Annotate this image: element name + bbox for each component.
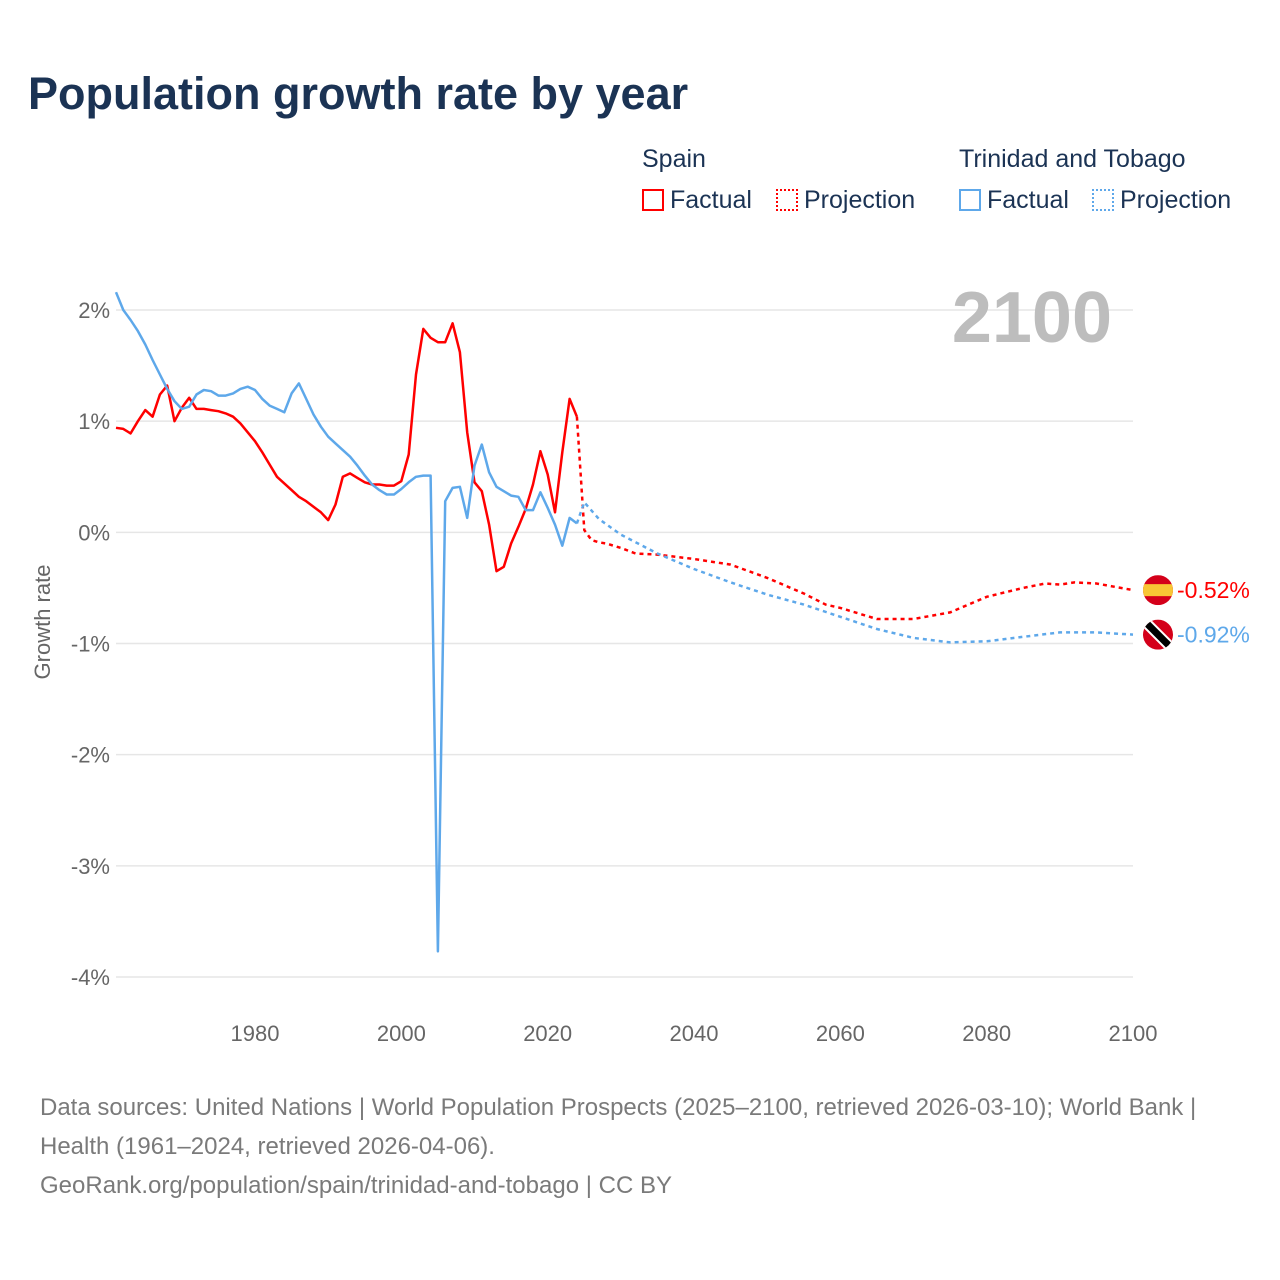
data-sources: Data sources: United Nations | World Pop… (40, 1088, 1240, 1205)
legend-swatch (642, 189, 664, 211)
y-tick-label: -1% (71, 632, 110, 657)
legend-label: Factual (670, 186, 752, 214)
spain-factual-line (115, 322, 579, 573)
y-tick-label: -4% (71, 965, 110, 990)
x-tick-label: 2040 (670, 1021, 719, 1046)
legend-swatch (959, 189, 981, 211)
x-tick-label: 2060 (816, 1021, 865, 1046)
y-axis-label: Growth rate (30, 565, 55, 680)
y-tick-label: -3% (71, 854, 110, 879)
spain-flag-icon (1143, 575, 1173, 606)
tt-factual-line (114, 291, 578, 953)
legend-group-tt: Trinidad and Tobago (959, 145, 1186, 173)
sources-text: Data sources: United Nations | World Pop… (40, 1094, 1197, 1160)
legend-label: Factual (987, 186, 1069, 214)
legend-label: Projection (804, 186, 916, 214)
trinidad-flag-icon (1143, 619, 1173, 650)
y-tick-label: -2% (71, 743, 110, 768)
legend-group-spain: Spain (642, 145, 706, 173)
legend-tt-projection[interactable]: Projection (1092, 186, 1231, 215)
y-tick-label: 0% (78, 520, 110, 545)
legend-spain-projection[interactable]: Projection (776, 186, 915, 215)
year-label: 2100 (952, 278, 1112, 358)
legend-tt-factual[interactable]: Factual (959, 186, 1069, 215)
legend-spain-factual[interactable]: Factual (642, 186, 752, 215)
x-tick-label: 2000 (377, 1021, 426, 1046)
attribution-link[interactable]: GeoRank.org/population/spain/trinidad-an… (40, 1172, 672, 1199)
legend-swatch (776, 189, 798, 211)
tt-end-value: -0.92% (1177, 622, 1250, 648)
y-tick-label: 1% (78, 409, 110, 434)
x-tick-label: 2100 (1109, 1021, 1158, 1046)
spain-projection-line (575, 416, 1134, 621)
x-tick-label: 2080 (962, 1021, 1011, 1046)
x-tick-label: 1980 (231, 1021, 280, 1046)
spain-end-value: -0.52% (1177, 577, 1250, 603)
legend-label: Projection (1120, 186, 1232, 214)
legend-swatch (1092, 189, 1114, 211)
tt-projection-line (575, 499, 1134, 644)
y-tick-label: 2% (78, 298, 110, 323)
chart-title: Population growth rate by year (28, 68, 689, 119)
x-tick-label: 2020 (523, 1021, 572, 1046)
